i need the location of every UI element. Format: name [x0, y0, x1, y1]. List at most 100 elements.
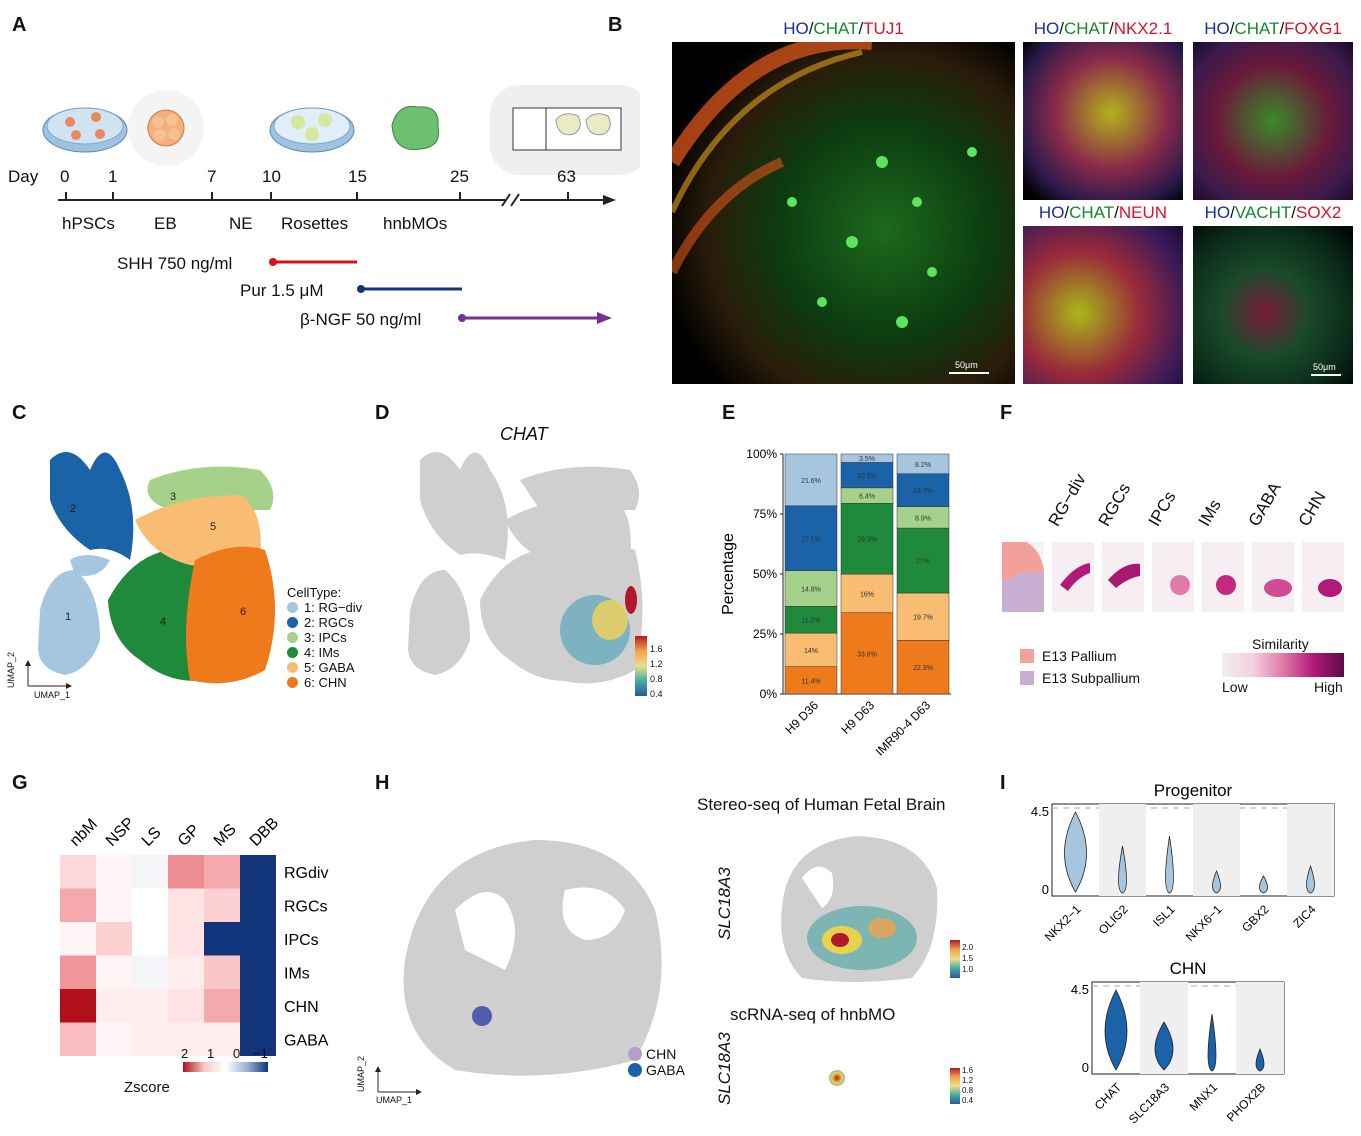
feature-plot-points	[408, 452, 643, 684]
data-label: 21.6%	[801, 478, 821, 485]
heatmap-cell	[204, 888, 240, 922]
scale-bar-label: 50μm	[955, 360, 978, 370]
heatmap-cell	[96, 855, 132, 889]
violin-gene-label: CHAT	[1092, 1080, 1125, 1113]
zscore-label: Zscore	[124, 1079, 170, 1096]
legend-title: CellType:	[287, 585, 342, 600]
scale-bar	[949, 372, 989, 374]
data-label: 27%	[916, 559, 930, 566]
stereo-seq-title: Stereo-seq of Human Fetal Brain	[697, 795, 946, 814]
y-axis-label: Percentage	[720, 533, 737, 615]
data-label: 13.7%	[913, 488, 933, 495]
heatmap-column-label: GP	[175, 821, 203, 849]
heatmap-cell	[96, 955, 132, 989]
bar-segment	[784, 632, 838, 667]
stereo-gene-label: SLC18A3	[715, 867, 734, 940]
feature-colorbar	[635, 636, 647, 696]
day-tick: 0	[60, 167, 70, 186]
micrograph-title-foxg1: HO/CHAT/FOXG1	[1204, 19, 1342, 38]
data-label: 10.5%	[857, 473, 877, 480]
bar-segment	[840, 612, 894, 695]
data-label: 22.3%	[913, 665, 933, 672]
umap-cluster-ims	[108, 548, 212, 681]
day-tick: 63	[557, 167, 576, 186]
x-tick-label: IMR90-4 D63	[873, 698, 934, 759]
feature-colorbar-ticks: 1.6 1.2 0.8 0.4	[650, 644, 663, 699]
violin-gene-label: GBX2	[1239, 902, 1272, 935]
similarity-maps	[1002, 542, 1344, 612]
data-label: 11.2%	[801, 618, 820, 625]
similarity-column-label: GABA	[1244, 479, 1285, 530]
heatmap-column-label: NSP	[103, 815, 138, 850]
y-tick-label: 100%	[746, 447, 777, 461]
micrograph-tuj1: 50μm	[672, 42, 1015, 384]
heatmap-cell	[60, 989, 96, 1023]
similarity-scale-title: Similarity	[1252, 636, 1309, 652]
day-tick: 25	[450, 167, 469, 186]
violin-shape	[1212, 869, 1221, 894]
heatmap-cell	[132, 855, 168, 889]
treatment-label-shh: SHH 750 ng/ml	[117, 254, 233, 273]
similarity-panel: RG−div RGCs IPCs IMs GABA CHN E13 Pallium E13…	[1000, 440, 1360, 710]
bar-segment	[896, 453, 950, 474]
data-label: 19.7%	[913, 615, 933, 622]
zscore-heatmap: nbM NSP LS GP MS DBB RGdiv RGCs IPCs IMs CHN GABA	[55, 800, 355, 1100]
violin-shape	[1207, 1013, 1217, 1072]
legend-item: 3: IPCs	[287, 630, 362, 645]
data-label: 16%	[860, 591, 874, 598]
heatmap-cell	[60, 922, 96, 956]
umap-axis-arrows	[25, 660, 72, 689]
culture-plate-icon	[490, 85, 650, 175]
violin-gene-label: OLIG2	[1096, 902, 1131, 937]
day-label: Day	[8, 167, 39, 186]
heatmap-row-label: RGdiv	[284, 865, 328, 882]
stage-label: hPSCs	[62, 214, 115, 233]
similarity-column-label: RG−div	[1044, 470, 1090, 530]
similarity-column-label: IMs	[1194, 496, 1225, 530]
heatmap-cell	[132, 922, 168, 956]
zscore-colorbar	[183, 1062, 268, 1072]
stereo-colorbar	[950, 940, 960, 978]
stacked-bar-chart: Percentage 0% 25% 50% 75% 100% 11.4% 14% 11.2% 14…	[715, 440, 955, 760]
heatmap-cell	[60, 955, 96, 989]
umap-clusters: 2 1 3 4 5 6	[38, 452, 275, 684]
y-tick-label: 0%	[760, 687, 778, 701]
heatmap-cell	[60, 1022, 96, 1056]
day-tick: 1	[108, 167, 118, 186]
heatmap-cell	[60, 855, 96, 889]
cluster-id-label: 6	[240, 606, 246, 618]
legend-swatch-gaba	[628, 1063, 642, 1077]
similarity-column-label: RGCs	[1094, 479, 1135, 530]
umap-celltype: 2 1 3 4 5 6	[30, 440, 290, 690]
legend-item: 1: RG−div	[287, 600, 362, 615]
micrograph-foxg1	[1193, 42, 1353, 200]
heatmap-row-label: IPCs	[284, 932, 319, 949]
heatmap-cell	[168, 955, 204, 989]
bar-segment	[896, 640, 950, 695]
protocol-illustration	[42, 85, 650, 324]
heatmap-cell	[96, 922, 132, 956]
legend-item: 6: CHN	[287, 675, 362, 690]
treatment-label-pur: Pur 1.5 μM	[240, 281, 324, 300]
stereo-seq-points	[781, 836, 938, 982]
heatmap-cell	[204, 1022, 240, 1056]
heatmap-cell	[240, 989, 276, 1023]
similarity-low-label: Low	[1222, 679, 1248, 695]
legend-items: 1: RG−div 2: RGCs 3: IPCs 4: IMs 5: GABA 6: C…	[287, 600, 362, 690]
micrograph-neun	[1023, 226, 1183, 384]
panel-label-h: H	[375, 772, 390, 794]
violin-title: CHN	[1170, 959, 1207, 978]
similarity-map-ims	[1202, 542, 1244, 612]
data-label: 29.3%	[857, 537, 877, 544]
legend-swatch-subpallium	[1020, 671, 1034, 685]
heatmap-cell	[132, 1022, 168, 1056]
umap-cluster-rgdiv	[38, 555, 110, 675]
y-tick-label: 4.5	[1071, 982, 1089, 997]
scale-bar-label: 50μm	[1313, 362, 1336, 372]
data-label: 33.6%	[857, 651, 877, 658]
data-label: 11.4%	[801, 678, 820, 685]
panel-label-a: A	[12, 14, 27, 36]
spatial-axis-y-label: UMAP_2	[356, 1055, 366, 1092]
y-tick-label: 0	[1082, 1060, 1089, 1075]
